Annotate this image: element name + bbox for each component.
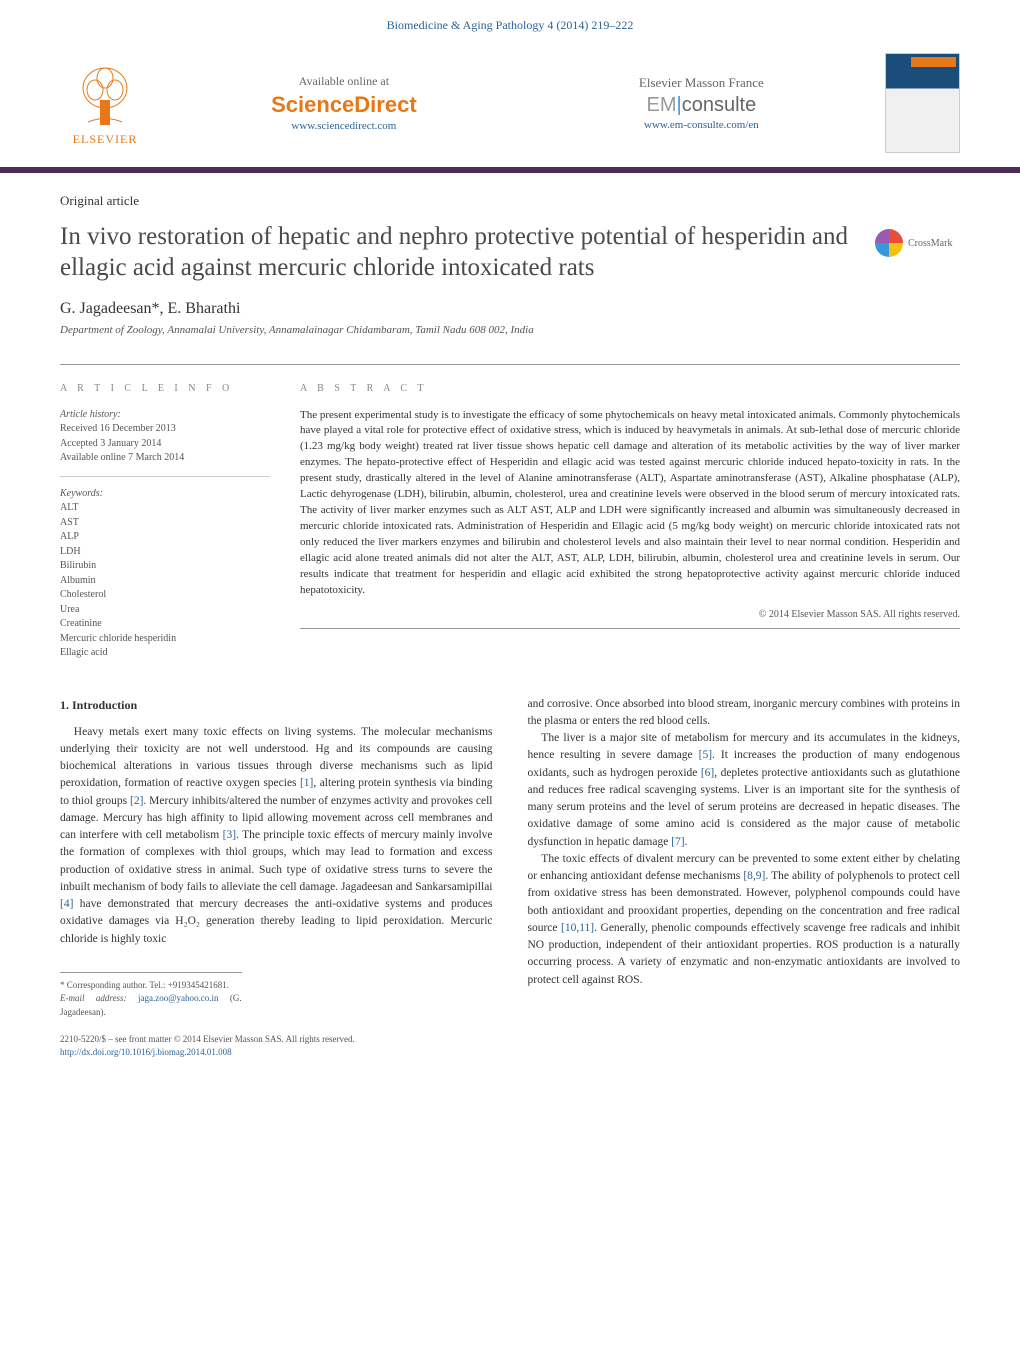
ref-link-1[interactable]: [1] [300,777,313,789]
keyword: ALP [60,530,270,545]
keyword: ALT [60,501,270,516]
article-type: Original article [60,193,960,209]
intro-paragraph-2: The liver is a major site of metabolism … [528,730,961,851]
column-left: 1. Introduction Heavy metals exert many … [60,696,493,1059]
publisher-header: ELSEVIER Available online at ScienceDire… [0,43,1020,167]
abstract-divider [300,628,960,629]
intro-paragraph-1: Heavy metals exert many toxic effects on… [60,724,493,948]
column-right: and corrosive. Once absorbed into blood … [528,696,961,1059]
author-email[interactable]: jaga.zoo@yahoo.co.in [138,993,219,1003]
crossmark-badge[interactable]: CrossMark [875,229,960,257]
corresponding-author-footnote: * Corresponding author. Tel.: +919345421… [60,972,242,1020]
keyword: Mercuric chloride hesperidin [60,632,270,647]
keyword: AST [60,516,270,531]
ref-link-1011[interactable]: [10,11] [561,922,594,934]
masson-label: Elsevier Masson France [639,75,764,91]
elsevier-tree-icon [70,60,140,130]
keyword: Albumin [60,574,270,589]
affiliation: Department of Zoology, Annamalai Univers… [60,324,960,336]
abstract-heading: a b s t r a c t [300,383,960,394]
authors: G. Jagadeesan*, E. Bharathi [60,300,960,318]
article-title: In vivo restoration of hepatic and nephr… [60,221,855,284]
ref-link-4[interactable]: [4] [60,898,73,910]
article-info-heading: a r t i c l e i n f o [60,383,270,394]
abstract-column: a b s t r a c t The present experimental… [300,383,960,661]
journal-cover-thumbnail [885,53,960,153]
doi-block: 2210-5220/$ – see front matter © 2014 El… [60,1033,493,1058]
available-online-label: Available online at [299,74,389,89]
ref-link-89[interactable]: [8,9] [743,870,765,882]
article-info-sidebar: a r t i c l e i n f o Article history: R… [60,383,270,661]
em-consulte-url[interactable]: www.em-consulte.com/en [644,119,759,131]
intro-continuation: and corrosive. Once absorbed into blood … [528,696,961,731]
em-consulte-brand: EM|consulte [647,94,757,117]
section-1-heading: 1. Introduction [60,696,493,714]
journal-reference: Biomedicine & Aging Pathology 4 (2014) 2… [0,0,1020,43]
sciencedirect-brand: ScienceDirect [271,92,417,118]
crossmark-icon [875,229,903,257]
ref-link-5[interactable]: [5] [699,749,712,761]
ref-link-3[interactable]: [3] [223,829,236,841]
main-text-columns: 1. Introduction Heavy metals exert many … [60,696,960,1059]
intro-paragraph-3: The toxic effects of divalent mercury ca… [528,851,961,989]
ref-link-6[interactable]: [6] [701,767,714,779]
ref-link-7[interactable]: [7] [671,836,684,848]
keyword: Creatinine [60,617,270,632]
sciencedirect-url[interactable]: www.sciencedirect.com [291,120,396,132]
keyword: Urea [60,603,270,618]
article-history: Article history: Received 16 December 20… [60,408,270,477]
abstract-text: The present experimental study is to inv… [300,408,960,599]
keyword: Bilirubin [60,559,270,574]
keyword: Cholesterol [60,588,270,603]
elsevier-logo: ELSEVIER [60,60,150,147]
keyword: Ellagic acid [60,646,270,661]
doi-link[interactable]: http://dx.doi.org/10.1016/j.biomag.2014.… [60,1046,493,1059]
ref-link-2[interactable]: [2] [130,795,143,807]
copyright: © 2014 Elsevier Masson SAS. All rights r… [300,609,960,620]
keywords-block: Keywords: ALT AST ALP LDH Bilirubin Albu… [60,487,270,661]
elsevier-label: ELSEVIER [73,132,138,147]
keyword: LDH [60,545,270,560]
